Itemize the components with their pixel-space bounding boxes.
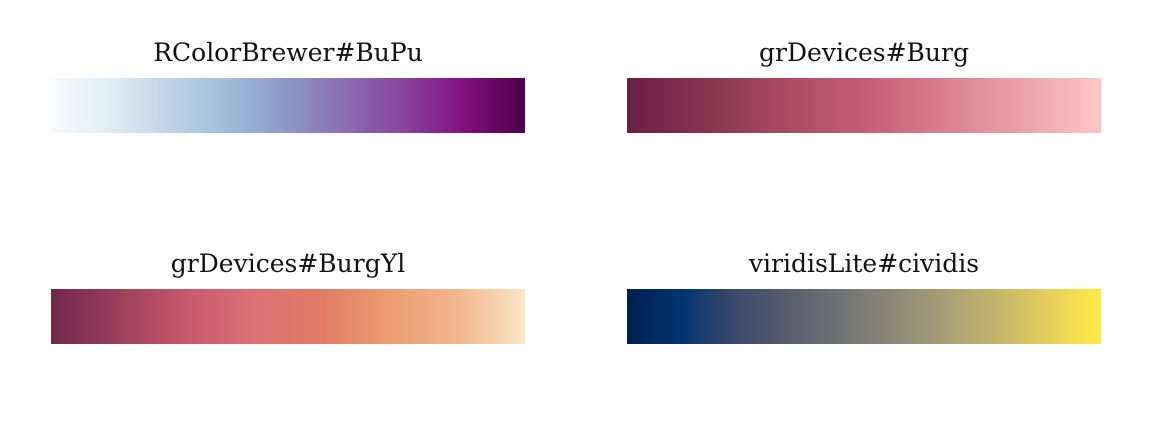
color-ramp [51, 78, 525, 133]
palette-title: grDevices#BurgYl [170, 249, 406, 278]
palette-title: grDevices#Burg [759, 38, 969, 67]
palette-title: viridisLite#cividis [748, 249, 980, 278]
color-ramp [627, 289, 1101, 344]
palette-title: RColorBrewer#BuPu [153, 38, 423, 67]
color-ramp [51, 289, 525, 344]
color-ramp [627, 78, 1101, 133]
